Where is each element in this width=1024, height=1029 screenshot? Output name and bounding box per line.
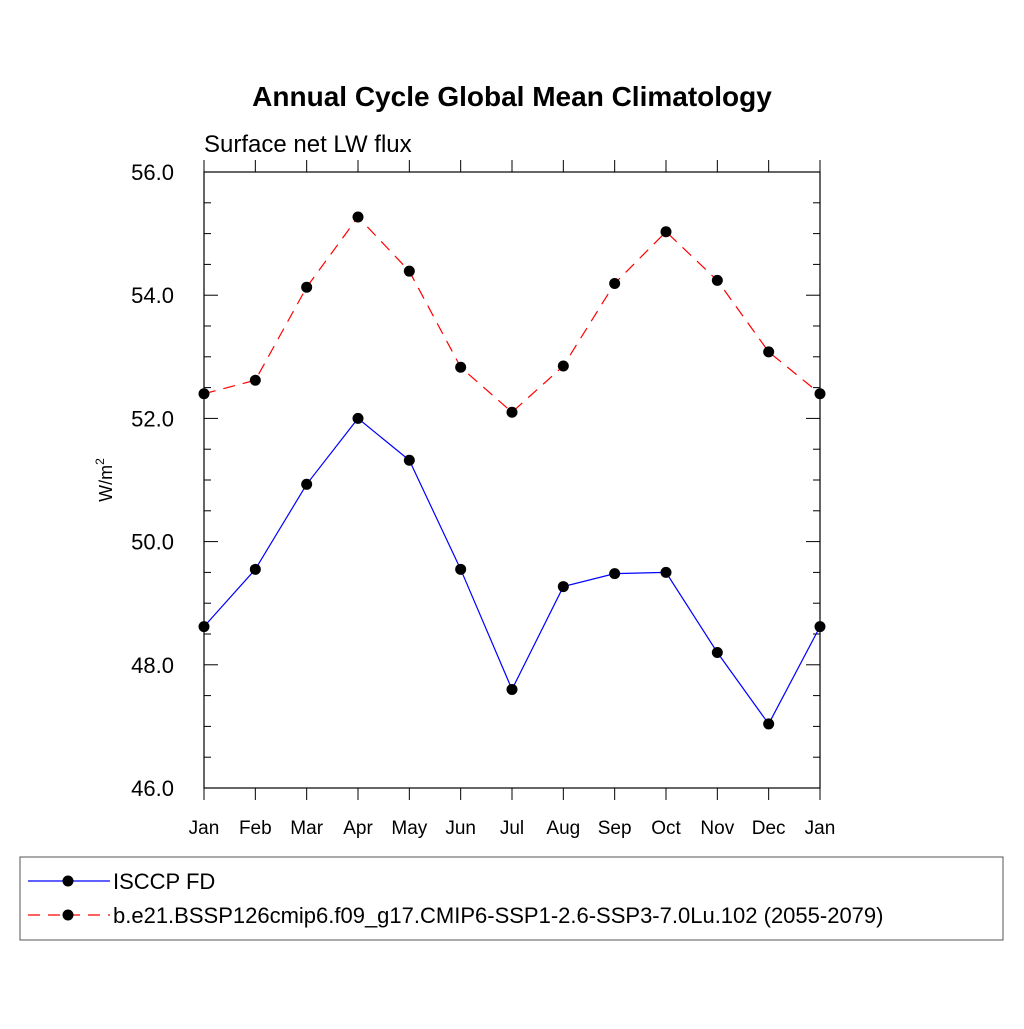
legend-label: b.e21.BSSP126cmip6.f09_g17.CMIP6-SSP1-2.…: [113, 903, 883, 928]
x-tick-label: Aug: [546, 818, 580, 839]
x-tick-label: Dec: [752, 818, 786, 839]
data-point: [609, 277, 621, 289]
data-point: [557, 581, 569, 593]
x-tick-label: Nov: [700, 818, 734, 839]
y-axis-label: W/m2: [93, 458, 116, 502]
data-point: [198, 621, 210, 633]
data-point: [403, 454, 415, 466]
legend-box: [19, 856, 1004, 941]
legend-swatch-marker: [62, 875, 74, 887]
data-point: [711, 646, 723, 658]
legend-swatch-marker: [62, 909, 74, 921]
x-tick-label: Jan: [805, 818, 836, 839]
data-point: [506, 406, 518, 418]
data-point: [763, 346, 775, 358]
series-line-0: [203, 417, 821, 726]
x-tick-label: Feb: [239, 818, 272, 839]
x-tick-label: Jul: [500, 818, 524, 839]
data-point: [660, 566, 672, 578]
y-tick-label: 48.0: [131, 653, 174, 678]
data-point: [352, 412, 364, 424]
y-tick-label: 46.0: [131, 776, 174, 801]
x-tick-label: Jun: [445, 818, 476, 839]
data-point: [557, 360, 569, 372]
y-tick-label: 56.0: [131, 160, 174, 185]
x-tick-label: Apr: [343, 818, 373, 839]
series-layer: [198, 211, 826, 730]
data-point: [249, 563, 261, 575]
y-tick-label: 50.0: [131, 530, 174, 555]
x-tick-label: Oct: [651, 818, 681, 839]
data-point: [403, 265, 415, 277]
y-axis-label-superscript: 2: [93, 458, 107, 465]
x-tick-label: Mar: [290, 818, 323, 839]
data-point: [609, 568, 621, 580]
data-point: [455, 563, 467, 575]
chart-title: Annual Cycle Global Mean Climatology: [252, 81, 772, 112]
data-point: [198, 388, 210, 400]
data-point: [711, 274, 723, 286]
data-point: [301, 281, 313, 293]
data-point: [660, 226, 672, 238]
chart-subtitle: Surface net LW flux: [204, 131, 412, 158]
series-line-1: [203, 216, 821, 414]
data-point: [455, 361, 467, 373]
y-axis-label-text: W/m: [96, 465, 116, 502]
y-tick-label: 54.0: [131, 283, 174, 308]
x-tick-label: Sep: [598, 818, 632, 839]
plot-frame: [203, 171, 821, 789]
legend-label: ISCCP FD: [113, 869, 215, 894]
x-tick-label: Jan: [189, 818, 220, 839]
svg-text:W/m2: W/m2: [93, 458, 116, 502]
x-tick-label: May: [391, 818, 427, 839]
y-tick-label: 52.0: [131, 406, 174, 431]
data-point: [249, 374, 261, 386]
data-point: [763, 718, 775, 730]
legend: ISCCP FD b.e21.BSSP126cmip6.f09_g17.CMIP6…: [19, 856, 1004, 941]
data-point: [814, 388, 826, 400]
data-point: [506, 683, 518, 695]
data-point: [814, 621, 826, 633]
axes: 46.0 48.0 50.0 52.0 54.0 56.0 Jan Feb Mar Apr May J…: [131, 160, 835, 839]
data-point: [352, 211, 364, 223]
data-point: [301, 478, 313, 490]
